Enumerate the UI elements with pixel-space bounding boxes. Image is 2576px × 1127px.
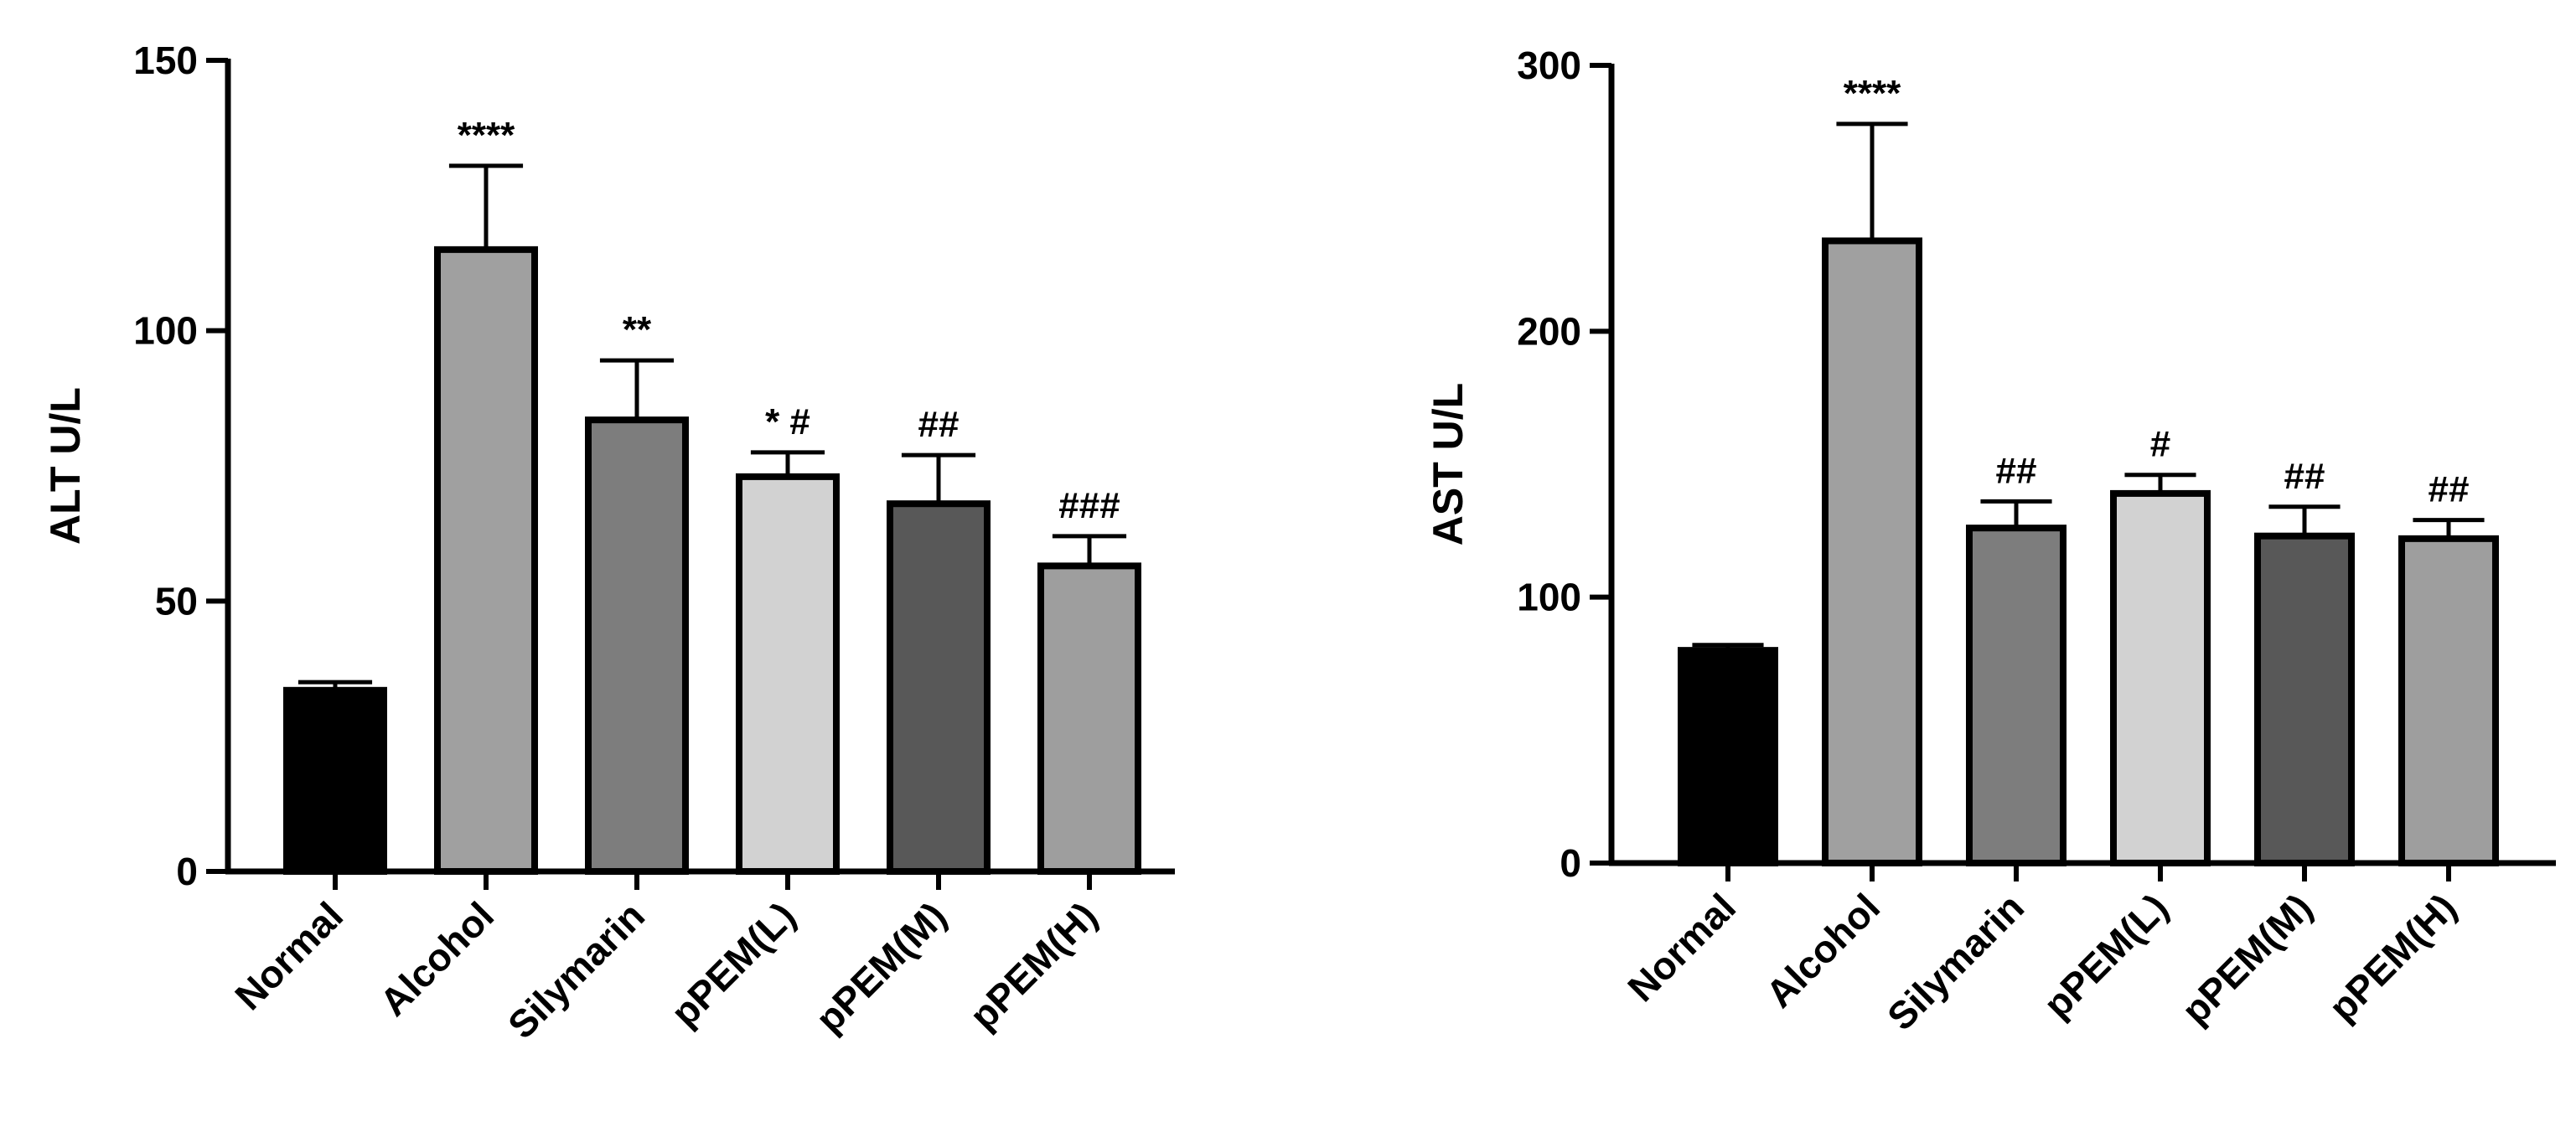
ast-bar-ppem-m-	[2254, 532, 2355, 866]
ast-category-label: Silymarin	[1879, 885, 2032, 1038]
alt-bar-silymarin	[585, 416, 689, 875]
alt-category-label: Silymarin	[499, 893, 653, 1047]
ast-bar-alcohol	[1822, 237, 1922, 866]
alt-bar-normal	[283, 686, 387, 876]
alt-bar-ppem-l-	[736, 473, 840, 875]
alt-category-label: Normal	[226, 893, 351, 1018]
ast-y-tick-label: 0	[1560, 841, 1581, 885]
alt-y-tick-label: 50	[155, 579, 198, 623]
alt-bar-ppem-m-	[887, 500, 991, 875]
ast-significance-label: ****	[1844, 73, 1901, 114]
alt-y-tick-label: 150	[133, 39, 198, 82]
alt-significance-label: * #	[765, 401, 810, 442]
alt-y-tick-label: 100	[133, 309, 198, 353]
alt-y-axis-title: ALT U/L	[42, 387, 89, 545]
alt-significance-label: ##	[918, 404, 960, 445]
ast-bar-silymarin	[1966, 525, 2066, 866]
alt-chart: 0 50 100 150 ALT U/L Normal **** Alcohol ** Silym…	[42, 39, 1175, 1047]
alt-category-label: pPEM(H)	[961, 893, 1105, 1037]
ast-bar-ppem-l-	[2110, 489, 2211, 866]
ast-significance-label: ##	[1996, 450, 2037, 491]
alt-category-label: pPEM(M)	[807, 893, 954, 1041]
alt-significance-label: **	[623, 309, 652, 350]
alt-significance-label: ****	[458, 115, 515, 156]
ast-y-tick-label: 100	[1517, 576, 1581, 619]
alt-bar-ppem-h-	[1037, 562, 1141, 875]
ast-category-label: Alcohol	[1757, 885, 1888, 1016]
ast-y-tick-label: 300	[1517, 44, 1581, 87]
ast-category-label: pPEM(H)	[2320, 885, 2465, 1029]
alt-y-tick-label: 0	[176, 850, 198, 893]
ast-category-label: pPEM(L)	[2035, 885, 2176, 1026]
ast-bar-ppem-h-	[2398, 535, 2499, 866]
ast-y-tick-label: 200	[1517, 309, 1581, 353]
alt-category-label: pPEM(L)	[662, 893, 804, 1035]
ast-chart: 0 100 200 300 AST U/L Normal **** Alcohol ## Sily…	[1425, 44, 2556, 1039]
alt-significance-label: ###	[1058, 485, 1120, 526]
alt-category-label: Alcohol	[371, 893, 502, 1024]
ast-significance-label: ##	[2429, 469, 2470, 510]
alt-bar-alcohol	[434, 246, 538, 876]
ast-y-axis-title: AST U/L	[1425, 383, 1472, 545]
ast-bar-normal	[1678, 647, 1778, 867]
ast-significance-label: #	[2150, 424, 2170, 465]
ast-category-label: Normal	[1619, 885, 1744, 1010]
ast-significance-label: ##	[2284, 456, 2325, 497]
ast-category-label: pPEM(M)	[2173, 885, 2320, 1032]
